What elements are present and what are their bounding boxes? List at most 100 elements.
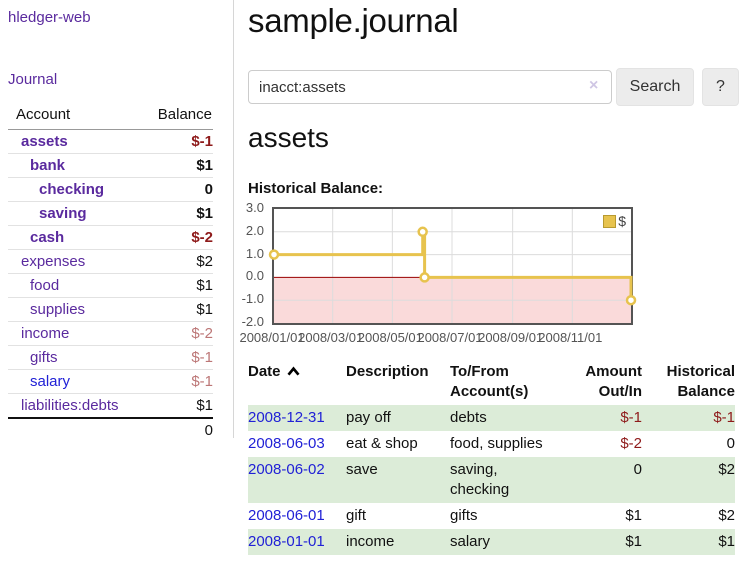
- register-header-amount: Amount Out/In: [585, 363, 642, 400]
- x-tick-label: 2008/03/01: [298, 330, 364, 345]
- account-balance: $1: [144, 273, 213, 298]
- transaction-amount: $-1: [620, 409, 642, 426]
- account-row: salary $-1: [8, 369, 213, 394]
- transaction-accounts: food, supplies: [450, 435, 543, 452]
- account-balance: 0: [144, 177, 213, 202]
- table-row: 2008-06-01 gift gifts $1 $2: [248, 503, 735, 529]
- chart-title: Historical Balance:: [248, 180, 384, 197]
- transaction-date-link[interactable]: 2008-06-02: [248, 461, 325, 478]
- help-button[interactable]: ?: [702, 68, 739, 106]
- accounts-header-row: Account Balance: [8, 102, 213, 130]
- transaction-balance: $2: [718, 507, 735, 524]
- account-link-checking[interactable]: checking: [39, 181, 105, 198]
- account-row: assets $-1: [8, 129, 213, 154]
- x-tick-label: 2008/05/01: [357, 330, 423, 345]
- account-balance: $2: [144, 249, 213, 274]
- account-link-bank[interactable]: bank: [30, 157, 66, 174]
- transaction-date-link[interactable]: 2008-06-01: [248, 507, 325, 524]
- transaction-accounts: salary: [450, 533, 491, 550]
- page-title: sample.journal: [248, 2, 459, 39]
- transaction-description: gift: [346, 507, 367, 524]
- register-table: Date Description To/From Account(s) Amou…: [248, 362, 735, 555]
- app-title-link[interactable]: hledger-web: [8, 9, 91, 26]
- account-link-supplies[interactable]: supplies: [30, 301, 86, 318]
- transaction-date-link[interactable]: 2008-06-03: [248, 435, 325, 452]
- account-balance: $1: [144, 201, 213, 226]
- legend-swatch: [603, 214, 617, 228]
- transaction-balance: $1: [718, 533, 735, 550]
- y-tick-label: 2.0: [245, 222, 264, 238]
- account-row: supplies $1: [8, 297, 213, 322]
- account-balance: $-1: [144, 129, 213, 154]
- search-input[interactable]: [248, 70, 612, 104]
- accounts-total-row: 0: [8, 417, 213, 442]
- account-row: expenses $2: [8, 249, 213, 274]
- transaction-date-link[interactable]: 2008-01-01: [248, 533, 325, 550]
- table-row: 2008-12-31 pay off debts $-1 $-1: [248, 405, 735, 431]
- y-tick-label: 3.0: [245, 200, 264, 215]
- account-link-assets[interactable]: assets: [21, 133, 68, 150]
- register-header-date-label: Date: [248, 363, 281, 380]
- table-row: 2008-06-03 eat & shop food, supplies $-2…: [248, 431, 735, 457]
- account-link-saving[interactable]: saving: [39, 205, 87, 222]
- sidebar: hledger-web Journal Account Balance asse…: [0, 0, 234, 442]
- search-form: × Search ?: [248, 68, 742, 106]
- x-tick-label: 2008/07/01: [417, 330, 483, 345]
- account-link-liabilities-debts[interactable]: liabilities:debts: [21, 397, 119, 414]
- account-row: cash $-2: [8, 225, 213, 250]
- account-row: checking 0: [8, 177, 213, 202]
- y-tick-label: 1.0: [245, 245, 264, 261]
- register-header-date[interactable]: Date: [248, 362, 346, 405]
- x-tick-label: 2008/09/01: [478, 330, 544, 345]
- clear-search-icon[interactable]: ×: [589, 77, 599, 94]
- transaction-description: eat & shop: [346, 435, 418, 452]
- transaction-balance: $-1: [713, 409, 735, 426]
- y-tick-label: -1.0: [241, 291, 264, 307]
- search-button[interactable]: Search: [616, 68, 694, 106]
- account-link-expenses[interactable]: expenses: [21, 253, 86, 270]
- sidebar-item-journal[interactable]: Journal: [8, 71, 58, 88]
- transaction-accounts: saving, checking: [450, 461, 510, 498]
- transaction-amount: $1: [625, 507, 642, 524]
- account-link-cash[interactable]: cash: [30, 229, 65, 246]
- accounts-header-account: Account: [8, 102, 145, 130]
- transaction-accounts: gifts: [450, 507, 478, 524]
- register-header-row: Date Description To/From Account(s) Amou…: [248, 362, 735, 405]
- account-balance: $-2: [144, 225, 213, 250]
- table-row: 2008-06-02 save saving, checking 0 $2: [248, 457, 735, 503]
- register-header-balance: Historical Balance: [666, 363, 735, 400]
- transaction-accounts: debts: [450, 409, 487, 426]
- account-link-gifts[interactable]: gifts: [30, 349, 58, 366]
- y-tick-label: -2.0: [241, 314, 264, 329]
- main-content: sample.journal × Search ? assets Histori…: [239, 0, 742, 582]
- account-balance: $-1: [144, 369, 213, 394]
- transaction-date-link[interactable]: 2008-12-31: [248, 409, 325, 426]
- register-header-description: Description: [346, 363, 429, 380]
- transaction-balance: $2: [718, 461, 735, 478]
- account-heading: assets: [248, 122, 329, 153]
- transaction-description: pay off: [346, 409, 391, 426]
- transaction-balance: 0: [726, 435, 735, 452]
- x-tick-label: 2008/01/01: [239, 330, 305, 345]
- account-balance: $1: [144, 153, 213, 178]
- account-balance: $1: [144, 393, 213, 419]
- account-balance: $-1: [144, 345, 213, 370]
- account-row: saving $1: [8, 201, 213, 226]
- account-row: gifts $-1: [8, 345, 213, 370]
- balance-chart[interactable]: $: [268, 207, 637, 325]
- transaction-amount: $-2: [620, 435, 642, 452]
- account-link-food[interactable]: food: [30, 277, 60, 294]
- accounts-table: Account Balance assets $-1 bank $1 check…: [8, 102, 213, 442]
- table-row: 2008-01-01 income salary $1 $1: [248, 529, 735, 555]
- account-link-income[interactable]: income: [21, 325, 70, 342]
- account-balance: $-2: [144, 321, 213, 346]
- legend-label: $: [618, 213, 626, 229]
- account-row: income $-2: [8, 321, 213, 346]
- chart-legend: $: [602, 213, 627, 229]
- accounts-header-balance: Balance: [144, 102, 213, 130]
- transaction-amount: $1: [625, 533, 642, 550]
- sort-ascending-icon: [286, 366, 300, 376]
- transaction-description: save: [346, 461, 378, 478]
- register-header-accounts: To/From Account(s): [450, 363, 529, 400]
- account-link-salary[interactable]: salary: [30, 373, 71, 390]
